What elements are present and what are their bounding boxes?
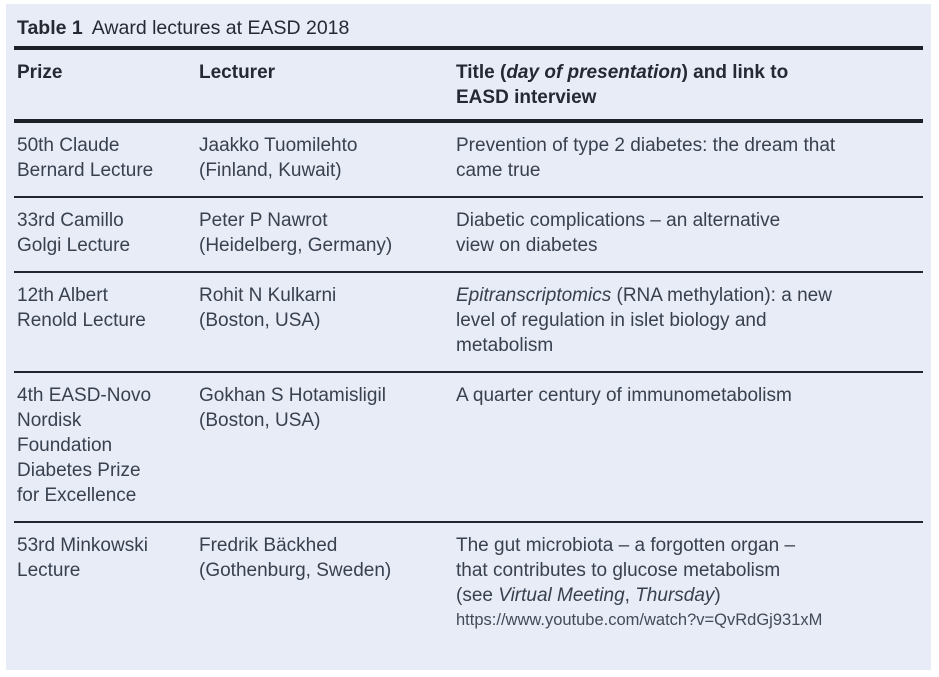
text: Fredrik Bäckhed (Gothenburg, Sweden)	[199, 535, 392, 581]
lecturer-cell: Gokhan S Hotamisligil (Boston, USA)	[199, 371, 456, 522]
italic-text: Epitranscriptomics	[456, 285, 612, 306]
text: 53rd Minkowski Lecture	[17, 535, 148, 581]
table-row: 33rd Camillo Golgi Lecture Peter P Nawrot…	[14, 196, 923, 272]
text: A quarter century of immunometabolism	[456, 385, 792, 406]
lecturer-cell: Rohit N Kulkarni (Boston, USA)	[199, 271, 456, 372]
text: 33rd Camillo Golgi Lecture	[17, 210, 131, 256]
italic-text: Virtual Meeting	[498, 585, 625, 606]
text: Prevention of type 2 diabetes: the dream…	[456, 135, 836, 181]
prize-cell: 12th Albert Renold Lecture	[14, 271, 199, 372]
table-row: 12th Albert Renold Lecture Rohit N Kulkar…	[14, 271, 923, 372]
title-cell: A quarter century of immunometabolism	[456, 371, 923, 522]
prize-cell: 50th Claude Bernard Lecture	[14, 121, 199, 197]
title-cell: Prevention of type 2 diabetes: the dream…	[456, 121, 923, 197]
lecturer-cell: Peter P Nawrot (Heidelberg, Germany)	[199, 196, 456, 272]
lecturer-cell: Fredrik Bäckhed (Gothenburg, Sweden)	[199, 521, 456, 645]
text: Lecturer	[199, 62, 276, 83]
title-cell: Epitranscriptomics (RNA methylation): a …	[456, 271, 923, 372]
text: Diabetic complications – an alternative …	[456, 210, 781, 256]
text: 4th EASD-Novo Nordisk Foundation Diabete…	[17, 385, 152, 506]
column-header-prize: Prize	[14, 50, 199, 123]
table-caption-title: Award lectures at EASD 2018	[91, 17, 350, 39]
text: ,	[624, 585, 636, 606]
column-header-lecturer: Lecturer	[199, 50, 456, 123]
text: Gokhan S Hotamisligil (Boston, USA)	[199, 385, 386, 431]
italic-text: Thursday	[635, 585, 715, 606]
text: Prize	[17, 62, 63, 83]
text: )	[714, 585, 721, 606]
prize-cell: 33rd Camillo Golgi Lecture	[14, 196, 199, 272]
text: Rohit N Kulkarni (Boston, USA)	[199, 285, 337, 331]
table-row: 53rd Minkowski Lecture Fredrik Bäckhed (G…	[14, 521, 923, 645]
award-lectures-table: Prize Lecturer Title (day of presentation)…	[14, 50, 923, 645]
title-cell: The gut microbiota – a forgotten organ –…	[456, 521, 923, 645]
text: 12th Albert Renold Lecture	[17, 285, 146, 331]
easd-interview-link[interactable]: https://www.youtube.com/watch?v=QvRdGj93…	[456, 611, 823, 629]
table-row: 50th Claude Bernard Lecture Jaakko Tuomil…	[14, 121, 923, 197]
prize-cell: 4th EASD-Novo Nordisk Foundation Diabete…	[14, 371, 199, 522]
award-lectures-table-panel: Table 1 Award lectures at EASD 2018 Prize…	[6, 4, 931, 670]
table-caption: Table 1 Award lectures at EASD 2018	[14, 4, 923, 50]
text: Peter P Nawrot (Heidelberg, Germany)	[199, 210, 393, 256]
text: ) and link to EASD interview	[456, 62, 789, 108]
table-body: 50th Claude Bernard Lecture Jaakko Tuomil…	[14, 121, 923, 645]
table-row: 4th EASD-Novo Nordisk Foundation Diabete…	[14, 371, 923, 522]
table-caption-label: Table 1	[17, 17, 83, 39]
column-header-title: Title (day of presentation) and link to …	[456, 50, 923, 123]
text: (RNA methylation): a new level of regula…	[456, 285, 832, 356]
text: Title (	[456, 62, 507, 83]
prize-cell: 53rd Minkowski Lecture	[14, 521, 199, 645]
text: 50th Claude Bernard Lecture	[17, 135, 154, 181]
text: The gut microbiota – a forgotten organ –…	[456, 535, 796, 606]
lecturer-cell: Jaakko Tuomilehto (Finland, Kuwait)	[199, 121, 456, 197]
text: Jaakko Tuomilehto (Finland, Kuwait)	[199, 135, 358, 181]
italic-text: day of presentation	[506, 62, 682, 83]
header-row: Prize Lecturer Title (day of presentation)…	[14, 50, 923, 123]
title-cell: Diabetic complications – an alternative …	[456, 196, 923, 272]
